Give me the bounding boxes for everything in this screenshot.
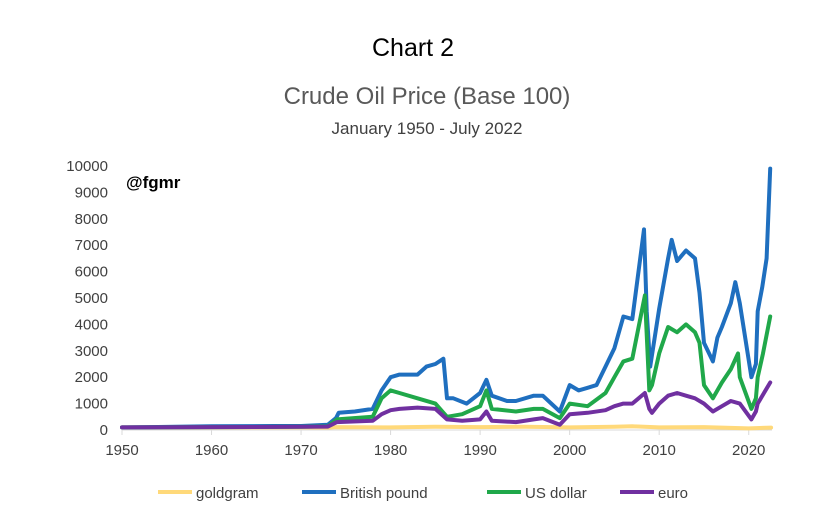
legend-label-2: US dollar bbox=[525, 485, 587, 502]
y-tick-label: 9000 bbox=[75, 184, 108, 201]
series-line-1 bbox=[120, 166, 773, 430]
legend-label-1: British pound bbox=[340, 485, 428, 502]
y-tick-label: 5000 bbox=[75, 290, 108, 307]
y-tick-label: 0 bbox=[100, 422, 108, 439]
series-line-3 bbox=[120, 380, 773, 430]
x-tick-label: 2020 bbox=[732, 442, 765, 459]
y-tick-label: 6000 bbox=[75, 264, 108, 281]
y-tick-label: 10000 bbox=[66, 158, 108, 175]
legend: goldgram British pound US dollar euro bbox=[158, 485, 688, 502]
x-tick-label: 2000 bbox=[553, 442, 586, 459]
chart-title: Crude Oil Price (Base 100) bbox=[284, 83, 571, 110]
chart-annotation: @fgmr bbox=[126, 173, 181, 192]
plot-area bbox=[120, 166, 774, 431]
y-tick-label: 7000 bbox=[75, 237, 108, 254]
y-axis: 0 1000 2000 3000 4000 5000 6000 7000 8000 9000 100… bbox=[66, 158, 108, 439]
y-tick-label: 3000 bbox=[75, 343, 108, 360]
x-axis: 1950 1960 1970 1980 1990 2000 2010 2020 bbox=[105, 429, 772, 459]
y-tick-label: 2000 bbox=[75, 369, 108, 386]
y-tick-label: 1000 bbox=[75, 396, 108, 413]
x-tick-label: 1980 bbox=[374, 442, 407, 459]
y-tick-label: 8000 bbox=[75, 211, 108, 228]
series-line-2 bbox=[120, 293, 773, 430]
x-tick-label: 1990 bbox=[463, 442, 496, 459]
legend-label-3: euro bbox=[658, 485, 688, 502]
x-tick-label: 1950 bbox=[105, 442, 138, 459]
x-tick-label: 1970 bbox=[284, 442, 317, 459]
chart-subtitle: January 1950 - July 2022 bbox=[332, 119, 523, 138]
x-tick-label: 1960 bbox=[195, 442, 228, 459]
chart-supertitle: Chart 2 bbox=[372, 34, 454, 62]
y-tick-label: 4000 bbox=[75, 316, 108, 333]
x-tick-label: 2010 bbox=[643, 442, 676, 459]
legend-label-0: goldgram bbox=[196, 485, 259, 502]
